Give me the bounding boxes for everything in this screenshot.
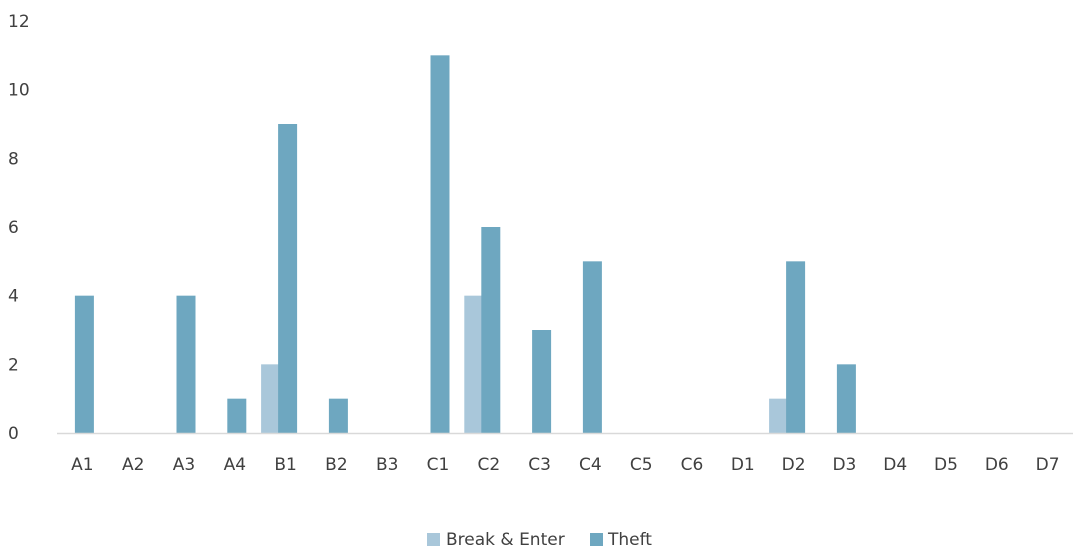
- y-tick-label: 0: [8, 424, 19, 444]
- bar-theft-c3: [532, 330, 552, 433]
- bar-theft-b2: [328, 398, 348, 433]
- x-tick-label: B2: [325, 455, 347, 475]
- bar-theft-d2: [786, 261, 806, 433]
- x-tick-label: C2: [477, 455, 500, 475]
- x-tick-label: B3: [376, 455, 398, 475]
- bar-break-enter-b1: [261, 364, 281, 433]
- legend-item-theft: Theft: [590, 530, 652, 550]
- x-tick-label: D7: [1036, 455, 1060, 475]
- x-tick-label: D5: [934, 455, 958, 475]
- x-tick-label: C6: [681, 455, 704, 475]
- x-tick-label: A2: [122, 455, 144, 475]
- y-tick-label: 12: [8, 12, 30, 32]
- x-tick-label: D4: [883, 455, 907, 475]
- legend-swatch: [427, 533, 440, 546]
- legend-label: Theft: [607, 530, 652, 550]
- bar-theft-c2: [481, 227, 501, 433]
- legend-swatch: [590, 533, 603, 546]
- legend: Break & Enter Theft: [427, 530, 652, 550]
- bar-theft-c4: [582, 261, 602, 433]
- y-axis-ticks: 0 2 4 6 8 10 12: [8, 12, 30, 444]
- x-tick-label: B1: [274, 455, 296, 475]
- x-tick-label: D2: [782, 455, 806, 475]
- bar-theft-a3: [176, 295, 196, 433]
- x-tick-label: C4: [579, 455, 602, 475]
- legend-item-break-enter: Break & Enter: [427, 530, 565, 550]
- bar-break-enter-d2: [769, 398, 789, 433]
- y-tick-label: 4: [8, 287, 19, 307]
- bar-theft-c1: [430, 55, 450, 433]
- x-tick-label: A3: [173, 455, 195, 475]
- bar-theft-a4: [227, 398, 247, 433]
- y-tick-label: 6: [8, 218, 19, 238]
- bar-theft-a1: [74, 295, 94, 433]
- x-tick-label: D3: [832, 455, 856, 475]
- x-tick-label: D1: [731, 455, 755, 475]
- x-axis-ticks: A1 A2 A3 A4 B1 B2 B3 C1 C2 C3 C4 C5 C6 D1 D2 D3 D4 D5 D6 D7: [71, 455, 1059, 475]
- bars: [74, 55, 856, 433]
- y-tick-label: 2: [8, 355, 19, 375]
- legend-label: Break & Enter: [446, 530, 565, 550]
- y-tick-label: 10: [8, 81, 30, 101]
- bar-break-enter-c2: [464, 295, 484, 433]
- y-tick-label: 8: [8, 149, 19, 169]
- x-tick-label: C5: [630, 455, 653, 475]
- x-tick-label: A1: [71, 455, 93, 475]
- bar-theft-b1: [278, 124, 298, 433]
- bar-theft-d3: [836, 364, 856, 433]
- x-tick-label: D6: [985, 455, 1009, 475]
- x-tick-label: A4: [224, 455, 246, 475]
- x-tick-label: C3: [528, 455, 551, 475]
- x-tick-label: C1: [427, 455, 450, 475]
